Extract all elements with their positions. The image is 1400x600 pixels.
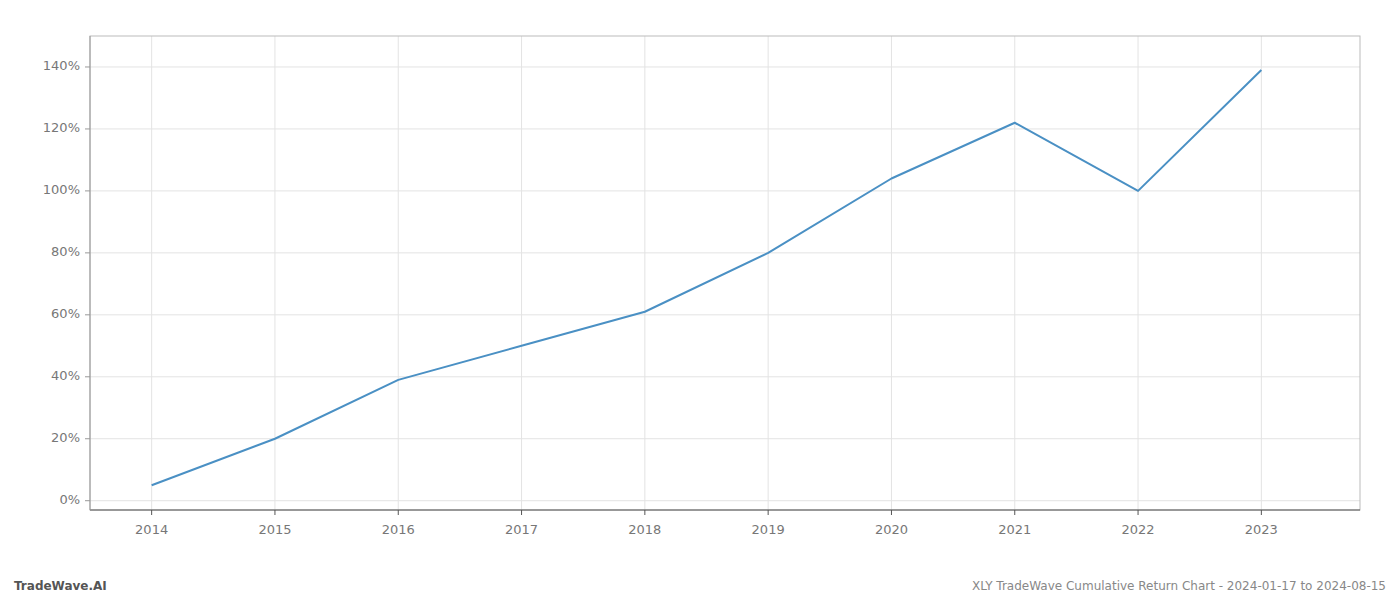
- y-grid-line: [90, 252, 1360, 253]
- y-grid-line: [90, 438, 1360, 439]
- y-tick: [85, 190, 90, 191]
- y-tick-label: 140%: [43, 58, 80, 73]
- x-grid-line: [1261, 36, 1262, 510]
- x-tick: [1138, 510, 1139, 515]
- y-tick-label: 120%: [43, 120, 80, 135]
- y-tick: [85, 128, 90, 129]
- y-tick: [85, 252, 90, 253]
- x-grid-line: [1014, 36, 1015, 510]
- x-tick-label: 2022: [1122, 522, 1155, 537]
- x-grid-line: [644, 36, 645, 510]
- watermark: TradeWave.AI: [14, 579, 107, 593]
- x-grid-line: [521, 36, 522, 510]
- plot-frame: [90, 36, 1360, 510]
- x-grid-line: [1138, 36, 1139, 510]
- x-tick-label: 2023: [1245, 522, 1278, 537]
- y-grid-line: [90, 500, 1360, 501]
- x-grid-line: [891, 36, 892, 510]
- y-grid-line: [90, 128, 1360, 129]
- y-tick-label: 60%: [51, 306, 80, 321]
- x-tick-label: 2018: [628, 522, 661, 537]
- y-tick-label: 40%: [51, 368, 80, 383]
- y-tick: [85, 376, 90, 377]
- background: [0, 0, 1400, 600]
- x-tick-label: 2014: [135, 522, 168, 537]
- x-axis-line: [90, 510, 1360, 511]
- x-tick-label: 2016: [382, 522, 415, 537]
- chart: 2014 2015 2016 2017 2018 2019 2020 2021 2022 2023…: [0, 0, 1400, 600]
- x-tick: [768, 510, 769, 515]
- x-tick: [644, 510, 645, 515]
- x-tick-label: 2015: [258, 522, 291, 537]
- y-tick-label: 80%: [51, 244, 80, 259]
- x-tick: [891, 510, 892, 515]
- y-tick: [85, 500, 90, 501]
- y-tick: [85, 438, 90, 439]
- y-tick: [85, 66, 90, 67]
- x-tick: [1014, 510, 1015, 515]
- x-grid-line: [151, 36, 152, 510]
- y-tick: [85, 314, 90, 315]
- axes: 2014 2015 2016 2017 2018 2019 2020 2021 2022 2023…: [43, 36, 1360, 537]
- x-tick-label: 2019: [752, 522, 785, 537]
- x-tick: [398, 510, 399, 515]
- x-tick: [521, 510, 522, 515]
- x-grid-line: [768, 36, 769, 510]
- x-grid-line: [398, 36, 399, 510]
- series: [152, 70, 1262, 485]
- x-tick: [1261, 510, 1262, 515]
- y-tick-label: 100%: [43, 182, 80, 197]
- x-tick-label: 2020: [875, 522, 908, 537]
- grid: [90, 36, 1360, 510]
- line: [152, 70, 1262, 485]
- y-tick-label: 0%: [59, 492, 80, 507]
- y-grid-line: [90, 190, 1360, 191]
- title: XLY TradeWave Cumulative Return Chart - …: [972, 579, 1386, 593]
- x-tick: [151, 510, 152, 515]
- x-tick-label: 2017: [505, 522, 538, 537]
- y-tick-label: 20%: [51, 430, 80, 445]
- y-grid-line: [90, 66, 1360, 67]
- x-tick-label: 2021: [998, 522, 1031, 537]
- y-grid-line: [90, 376, 1360, 377]
- x-tick: [274, 510, 275, 515]
- y-grid-line: [90, 314, 1360, 315]
